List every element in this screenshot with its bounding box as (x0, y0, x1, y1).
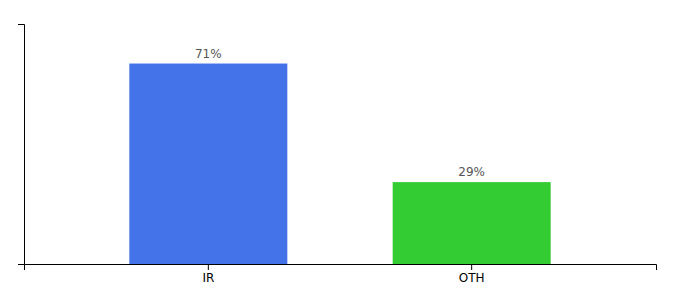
data-label: 29% (458, 165, 485, 179)
chart-container: 71% 29% IR OTH (0, 0, 680, 300)
x-tick: OTH (459, 264, 485, 285)
x-tick-label: IR (202, 271, 214, 285)
x-tick-label: OTH (459, 271, 485, 285)
plot-area: 71% 29% IR OTH (18, 25, 657, 285)
x-tick-mark (208, 264, 209, 270)
data-label: 71% (195, 47, 222, 61)
data-labels: 71% 29% (195, 47, 485, 180)
x-axis-line (25, 265, 657, 271)
y-axis-line (18, 25, 25, 265)
x-tick-mark (471, 264, 472, 270)
bars (129, 64, 550, 264)
y-axis (18, 25, 25, 265)
bar (129, 64, 287, 264)
x-axis: IR OTH (25, 264, 657, 285)
bar (393, 182, 551, 264)
chart-svg: 71% 29% IR OTH (0, 0, 680, 300)
x-tick: IR (202, 264, 214, 285)
